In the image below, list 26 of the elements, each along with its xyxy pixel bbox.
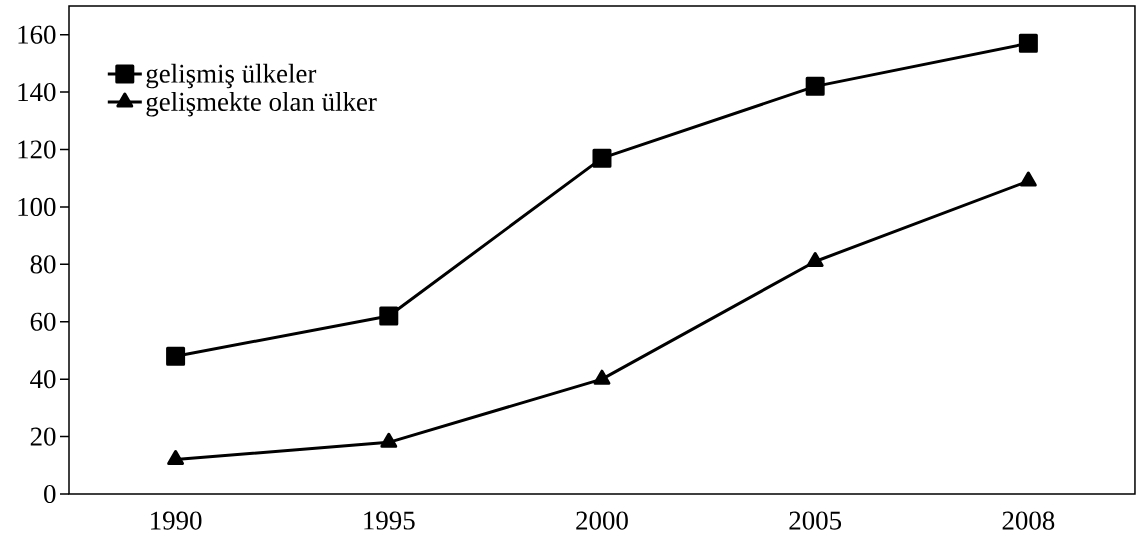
legend-label: gelişmiş ülkeler (146, 63, 317, 89)
y-tick-label: 60 (30, 312, 56, 331)
point (1019, 171, 1037, 187)
y-tick-label: 160 (18, 25, 56, 44)
point (593, 369, 611, 385)
point (592, 148, 612, 168)
x-tick-label: 2008 (1002, 511, 1055, 530)
point (1018, 33, 1038, 53)
point (805, 76, 825, 96)
x-tick-label: 1995 (364, 511, 415, 530)
x-tick-label: 1990 (151, 511, 202, 530)
y-tick-label: 0 (44, 484, 56, 504)
y-tick-label: 80 (30, 255, 56, 274)
point (379, 306, 399, 326)
y-tick-label: 20 (30, 427, 56, 446)
point (380, 432, 398, 448)
point (166, 346, 186, 366)
x-tick-label: 2000 (576, 511, 628, 530)
x-tick-label: 2005 (789, 511, 842, 530)
legend-label: gelişmekte olan ülker (146, 92, 377, 117)
point (167, 450, 185, 466)
point (806, 251, 824, 267)
y-tick-label: 100 (18, 197, 56, 217)
y-tick-label: 120 (18, 140, 56, 159)
y-tick-label: 140 (18, 83, 56, 102)
y-tick-label: 40 (30, 370, 56, 389)
